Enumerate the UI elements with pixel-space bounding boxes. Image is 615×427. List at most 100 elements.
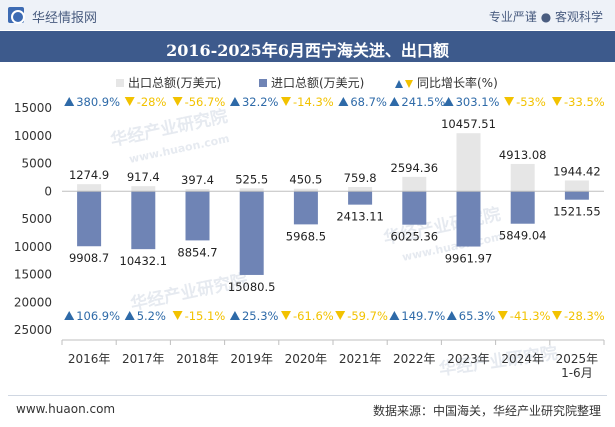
- export-growth-up-triangle-icon: [229, 97, 240, 106]
- chart: 华经产业研究院 www.huaon.com 华经产业研究院 www.huaon.…: [14, 75, 605, 380]
- export-value-label: 450.5: [289, 173, 322, 187]
- y-axis: 15000 10000 5000 0 5000 10000 15000 20000 25000: [14, 101, 52, 337]
- import-value-label: 9961.97: [445, 252, 493, 266]
- export-bar: [510, 163, 535, 192]
- import-value-label: 1521.55: [553, 205, 601, 219]
- import-value-label: 8854.7: [177, 245, 217, 259]
- export-growth-down-triangle-icon: [552, 97, 562, 106]
- import-growth-label: -15.1%: [185, 309, 226, 323]
- watermarks: 华经产业研究院 www.huaon.com 华经产业研究院 www.huaon.…: [109, 106, 559, 380]
- x-tick-label: 2023年: [447, 352, 490, 366]
- import-growth-label: 5.2%: [137, 309, 166, 323]
- x-tick-label: 1-6月: [561, 366, 593, 380]
- import-growth-down-triangle-icon: [172, 311, 183, 320]
- export-growth-label: 380.9%: [76, 95, 120, 109]
- legend-label-growth: 同比增长率(%): [417, 75, 498, 90]
- import-growth-label: -61.6%: [293, 309, 334, 323]
- export-growth-label: 68.7%: [350, 95, 387, 109]
- y-tick-label: 25000: [14, 323, 52, 337]
- import-bar: [348, 191, 373, 205]
- import-bar: [456, 191, 481, 247]
- x-axis: 2016年 2017年 2018年 2019年 2020年 2021年 2022年 2023年…: [61, 339, 605, 380]
- export-value-label: 2594.36: [391, 161, 439, 175]
- import-bar: [77, 191, 102, 247]
- import-bar: [131, 191, 156, 250]
- footer-divider: [8, 395, 607, 396]
- export-growth-down-triangle-icon: [124, 97, 135, 106]
- export-value-label: 10457.51: [441, 117, 496, 131]
- x-tick-label: 2021年: [339, 352, 382, 366]
- import-growth-label: 25.3%: [242, 309, 279, 323]
- import-growth-down-triangle-icon: [497, 311, 508, 320]
- y-tick-label: 5000: [21, 157, 52, 171]
- y-tick-label: 20000: [14, 295, 52, 309]
- export-growth-label: -53%: [516, 95, 546, 109]
- legend-up-triangle-icon: [395, 80, 403, 88]
- import-growth-label: -59.7%: [347, 309, 388, 323]
- import-growth-up-triangle-icon: [124, 311, 135, 320]
- export-bar: [293, 188, 318, 192]
- logo-icon: [8, 7, 25, 24]
- legend-label-import: 进口总额(万美元): [271, 76, 364, 90]
- export-growth-label: -28%: [137, 95, 167, 109]
- tagline: 专业严谨 ● 客观科学: [488, 10, 603, 24]
- export-growth-label: 32.2%: [242, 95, 279, 109]
- export-growth-up-triangle-icon: [338, 97, 349, 106]
- y-tick-label: 10000: [14, 240, 52, 254]
- chart-title: 2016-2025年6月西宁海关进、出口额: [166, 41, 449, 60]
- export-value-label: 397.4: [181, 173, 214, 187]
- plot-area: 1274.9 9908.7 380.9% 106.9% 917.4 10432.1 -28%…: [62, 95, 605, 323]
- title-bar: 2016-2025年6月西宁海关进、出口额: [0, 31, 615, 62]
- import-growth-up-triangle-icon: [229, 311, 240, 320]
- x-tick-label: 2022年: [393, 352, 436, 366]
- export-growth-label: -14.3%: [293, 95, 334, 109]
- export-growth-up-triangle-icon: [443, 97, 454, 106]
- x-tick-label: 2025年: [556, 352, 599, 366]
- import-value-label: 5849.04: [499, 229, 547, 243]
- export-growth-down-triangle-icon: [172, 97, 183, 106]
- import-value-label: 6025.36: [391, 230, 439, 244]
- import-bar: [564, 191, 589, 200]
- export-value-label: 4913.08: [499, 148, 547, 162]
- export-bar: [131, 186, 156, 192]
- import-value-label: 15080.5: [228, 280, 276, 294]
- export-growth-up-triangle-icon: [64, 97, 75, 106]
- export-bar: [348, 187, 373, 192]
- export-bar: [564, 180, 589, 192]
- legend-label-export: 出口总额(万美元): [128, 76, 221, 90]
- export-value-label: 917.4: [127, 170, 160, 184]
- x-tick-label: 2020年: [285, 352, 328, 366]
- y-tick-label: 15000: [14, 101, 52, 115]
- export-growth-up-triangle-icon: [389, 97, 400, 106]
- import-growth-label: 106.9%: [76, 309, 120, 323]
- import-growth-label: 149.7%: [401, 309, 445, 323]
- export-bar: [239, 188, 264, 192]
- x-tick-label: 2024年: [501, 352, 544, 366]
- import-value-label: 10432.1: [120, 254, 168, 268]
- import-bar: [402, 191, 427, 225]
- export-bar: [185, 189, 210, 192]
- import-bar: [185, 191, 210, 241]
- import-growth-up-triangle-icon: [64, 311, 75, 320]
- x-tick-label: 2016年: [68, 352, 111, 366]
- export-value-label: 759.8: [344, 171, 377, 185]
- y-tick-label: 10000: [14, 129, 52, 143]
- export-bar: [77, 184, 102, 192]
- legend-swatch-import: [259, 79, 267, 87]
- export-growth-label: -33.5%: [564, 95, 605, 109]
- legend-swatch-export: [116, 79, 124, 87]
- y-tick-label: 15000: [14, 268, 52, 282]
- import-growth-down-triangle-icon: [335, 311, 346, 320]
- import-growth-label: 65.3%: [459, 309, 496, 323]
- import-value-label: 5968.5: [286, 229, 326, 243]
- export-growth-label: 241.5%: [401, 95, 445, 109]
- export-growth-down-triangle-icon: [281, 97, 291, 106]
- legend-down-triangle-icon: [405, 80, 413, 88]
- footer-website: www.huaon.com: [16, 402, 116, 416]
- import-value-label: 2413.11: [336, 210, 384, 224]
- export-growth-down-triangle-icon: [504, 97, 515, 106]
- y-tick-label: 0: [44, 184, 52, 198]
- import-growth-label: -41.3%: [510, 309, 551, 323]
- import-growth-label: -28.3%: [564, 309, 605, 323]
- footer-source: 数据来源：中国海关，华经产业研究院整理: [372, 404, 601, 418]
